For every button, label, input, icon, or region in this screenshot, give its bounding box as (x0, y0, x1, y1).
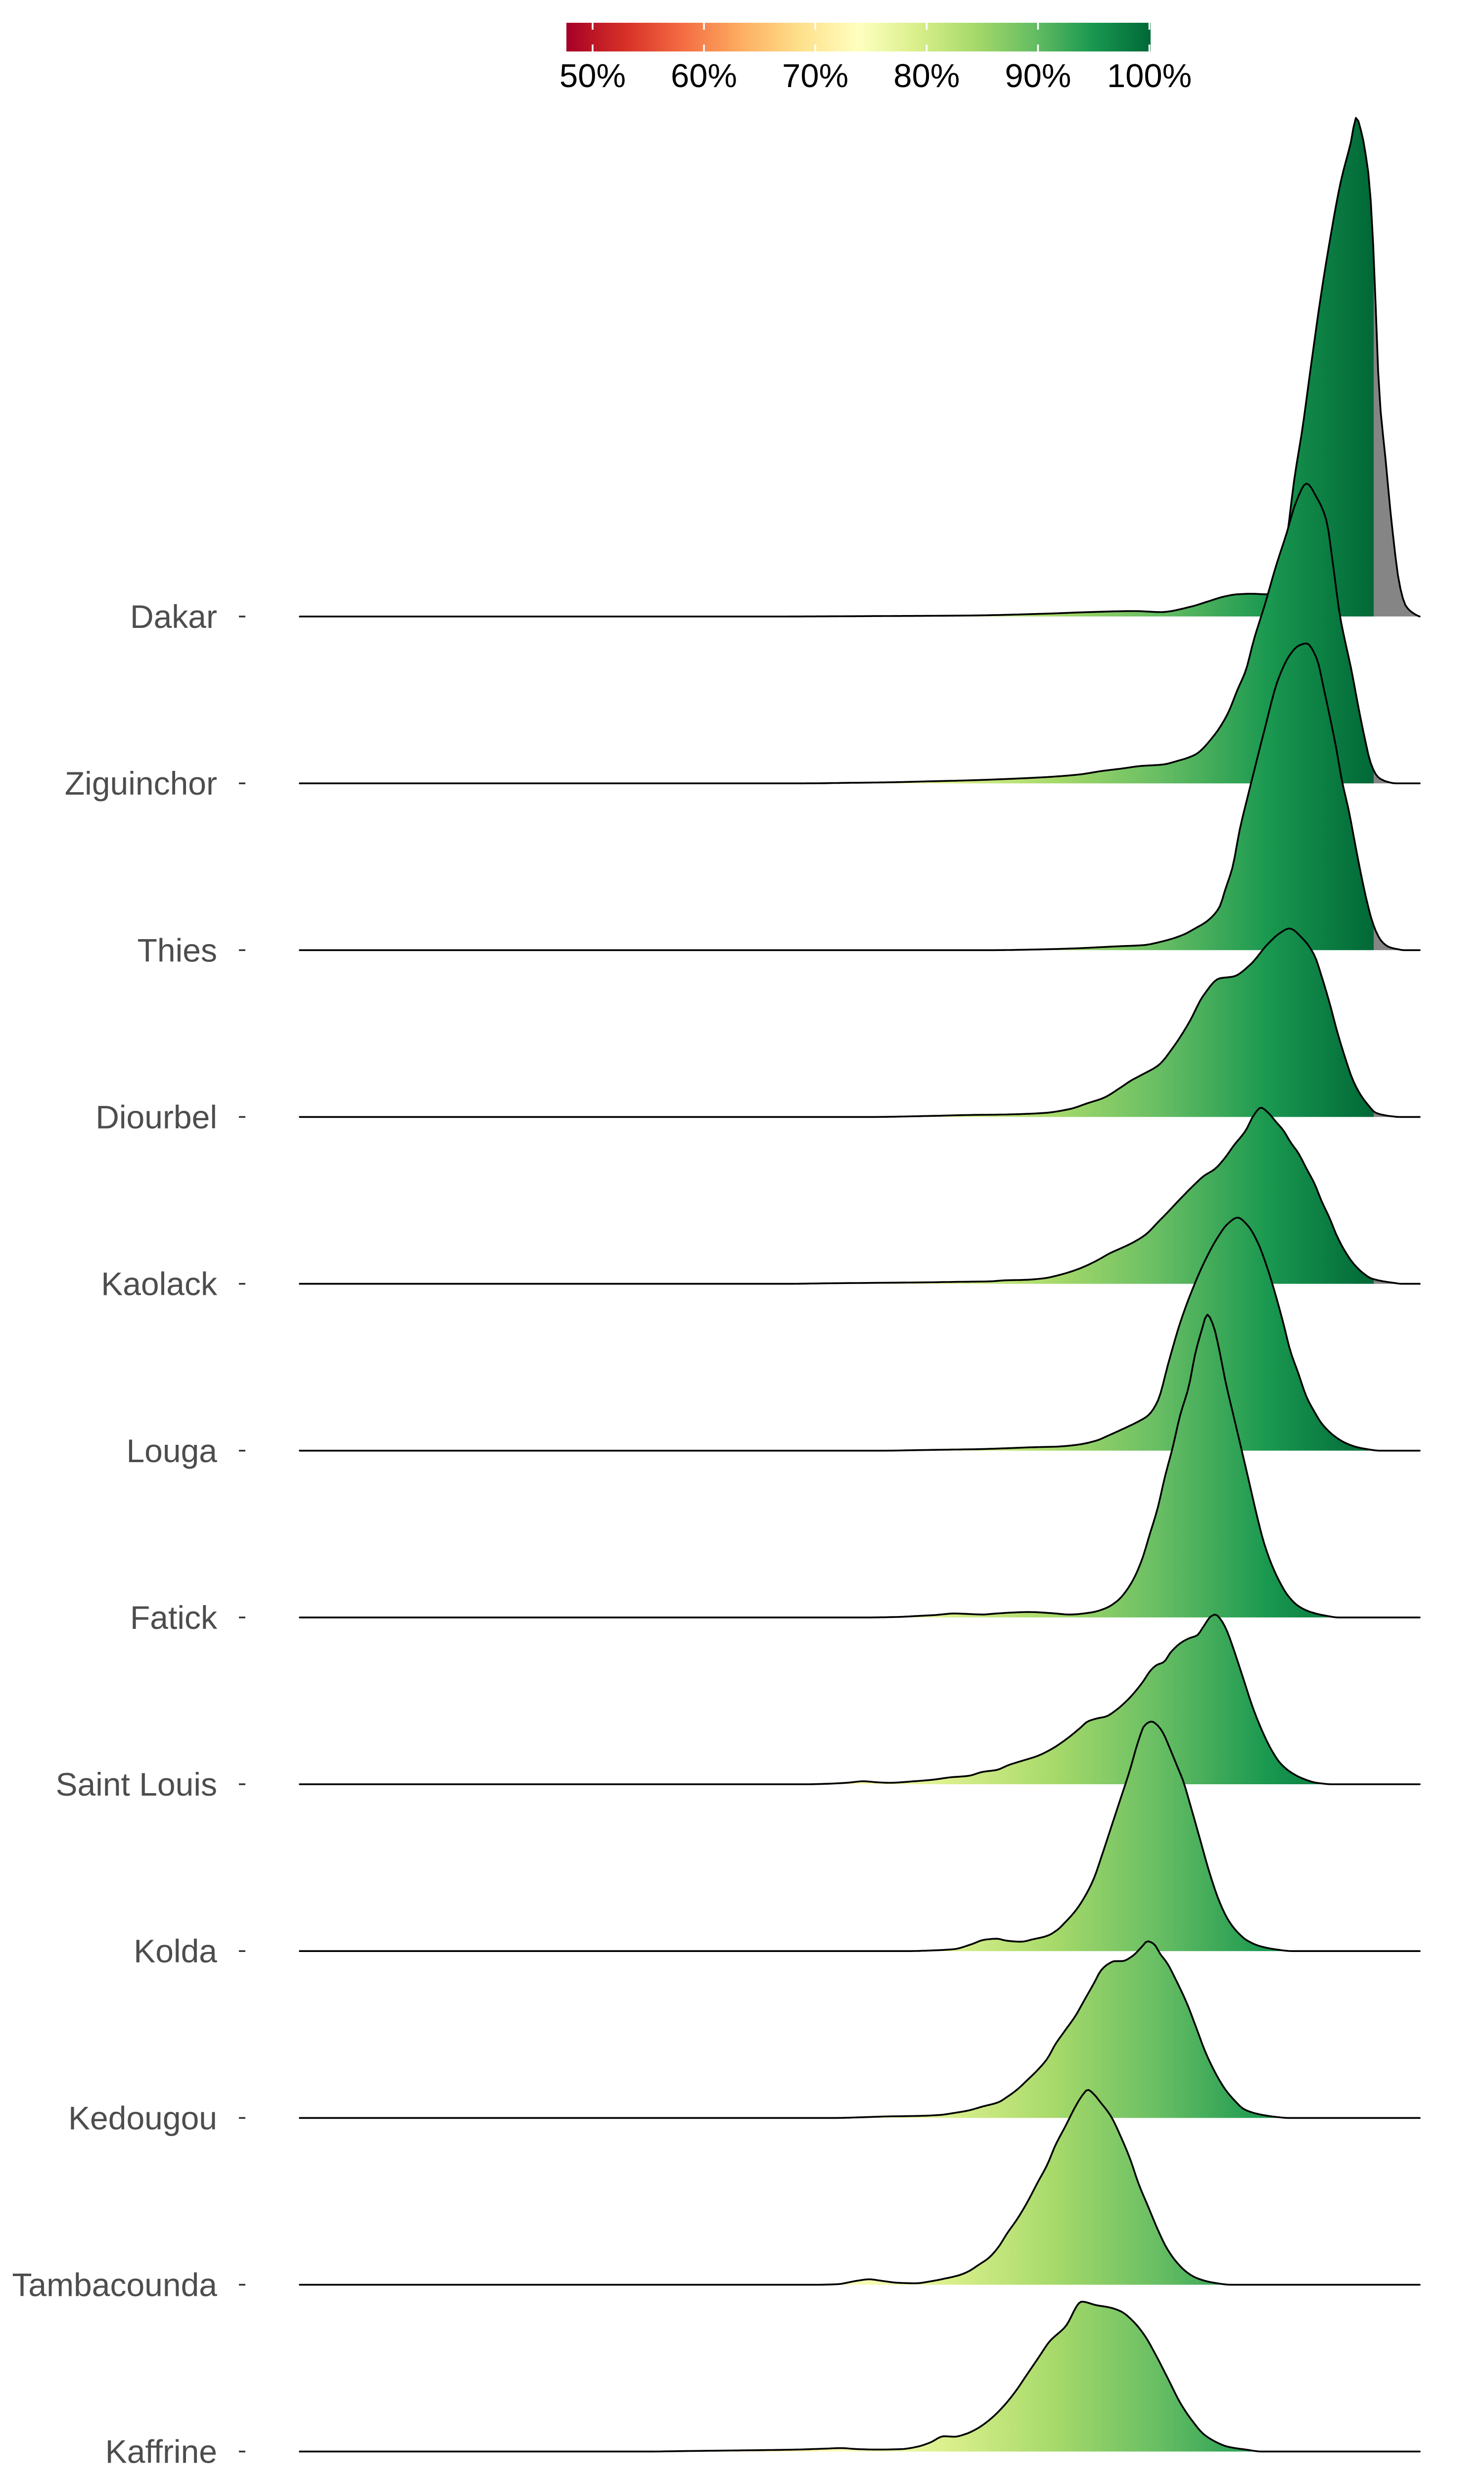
svg-text:Saint Louis: Saint Louis (55, 1766, 217, 1803)
svg-text:Kedougou: Kedougou (68, 2099, 217, 2136)
svg-text:Dakar: Dakar (130, 598, 217, 635)
svg-text:80%: 80% (893, 57, 960, 95)
svg-text:Ziguinchor: Ziguinchor (65, 765, 217, 802)
svg-text:Fatick: Fatick (130, 1599, 218, 1636)
svg-text:Kaolack: Kaolack (101, 1266, 218, 1302)
svg-text:50%: 50% (559, 57, 626, 95)
svg-text:Tambacounda: Tambacounda (12, 2267, 217, 2303)
svg-text:Louga: Louga (126, 1432, 217, 1469)
svg-text:Thies: Thies (138, 932, 217, 968)
svg-text:90%: 90% (1005, 57, 1071, 95)
svg-text:Kaffrine: Kaffrine (105, 2433, 217, 2470)
svg-text:70%: 70% (782, 57, 848, 95)
svg-text:Kolda: Kolda (134, 1933, 217, 1969)
svg-text:100%: 100% (1107, 57, 1192, 95)
svg-text:Diourbel: Diourbel (95, 1098, 217, 1135)
svg-text:60%: 60% (671, 57, 737, 95)
